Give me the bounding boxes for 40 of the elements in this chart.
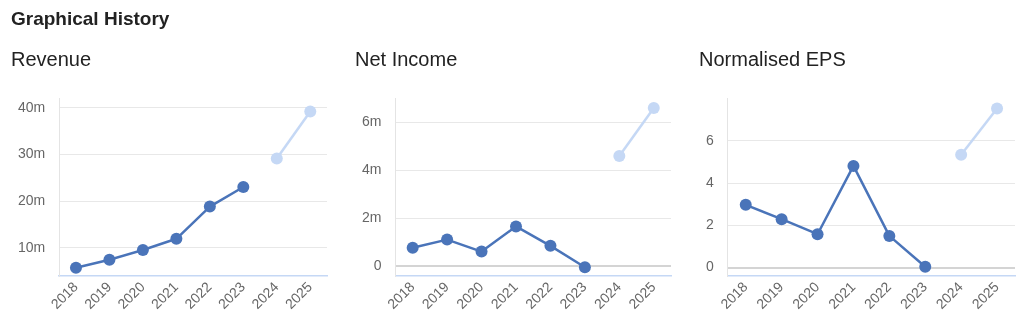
point	[103, 253, 116, 266]
point	[578, 261, 591, 274]
point	[775, 213, 788, 226]
point	[847, 159, 860, 172]
point	[441, 233, 454, 246]
point	[955, 148, 968, 161]
y-tick-label: 6	[705, 131, 714, 148]
y-tick-label: 2	[705, 216, 714, 233]
y-tick-label: 2m	[362, 209, 382, 226]
y-tick-label: 4	[705, 173, 714, 190]
y-tick-label: 10m	[18, 238, 46, 255]
text: Graphical History	[11, 8, 170, 30]
point	[510, 220, 522, 233]
y-tick-label: 30m	[18, 145, 46, 162]
point	[170, 232, 183, 245]
point	[739, 198, 752, 211]
point	[203, 200, 216, 213]
y-tick-label: 20m	[18, 191, 46, 208]
point	[69, 261, 82, 274]
point	[991, 102, 1004, 115]
y-tick-label: 6m	[362, 113, 382, 130]
chart-title: Revenue	[11, 48, 93, 72]
point	[811, 228, 824, 241]
point	[613, 150, 626, 163]
point	[647, 102, 660, 115]
chart-title: Normalised EPS	[699, 48, 847, 72]
point	[237, 181, 250, 194]
y-tick-label: 0	[705, 258, 714, 275]
point	[883, 229, 896, 242]
y-tick-label: 0	[373, 257, 382, 274]
point	[304, 105, 317, 118]
point	[136, 243, 149, 256]
y-tick-label: 40m	[18, 98, 46, 115]
point	[544, 239, 557, 252]
y-tick-label: 4m	[362, 161, 382, 178]
point	[919, 260, 932, 273]
chart-title: Net Income	[355, 48, 459, 72]
point	[475, 245, 488, 258]
point	[270, 152, 283, 165]
point	[406, 241, 419, 254]
